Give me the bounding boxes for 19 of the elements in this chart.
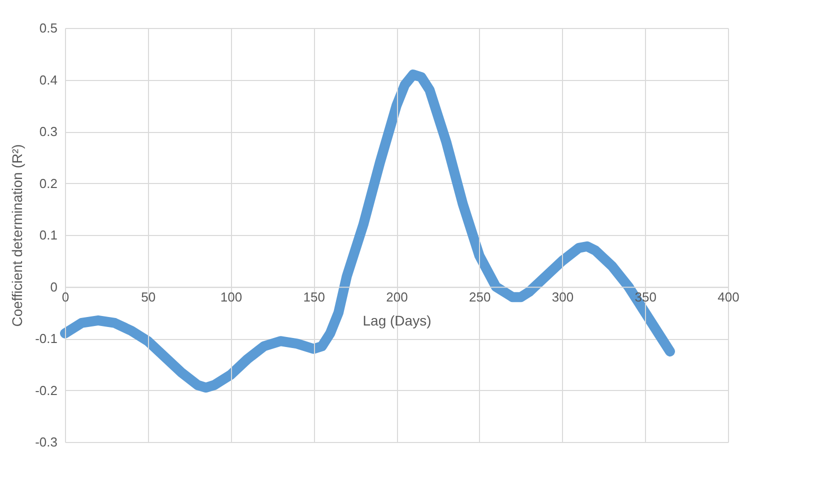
y-tick-label: 0.3 bbox=[39, 124, 58, 139]
y-tick-label: 0.5 bbox=[39, 20, 58, 36]
y-axis-title: Coefficient determination (R²) bbox=[9, 144, 26, 327]
y-tick-label: -0.3 bbox=[35, 434, 58, 450]
x-tick-label: 200 bbox=[386, 289, 408, 304]
x-tick-label: 100 bbox=[220, 289, 242, 304]
x-tick-label: 50 bbox=[141, 289, 156, 304]
y-tick-label: -0.2 bbox=[35, 382, 58, 398]
y-tick-label: 0.4 bbox=[39, 72, 58, 88]
x-tick-label: 0 bbox=[62, 289, 70, 304]
y-tick-label: 0.2 bbox=[39, 176, 58, 191]
y-tick-label: -0.1 bbox=[35, 331, 58, 346]
x-tick-label: 300 bbox=[552, 289, 574, 304]
x-axis-title: Lag (Days) bbox=[362, 312, 432, 328]
x-tick-label: 250 bbox=[469, 289, 491, 304]
y-tick-label: 0.1 bbox=[39, 228, 58, 242]
x-tick-label: 400 bbox=[718, 289, 740, 304]
y-tick-label: 0 bbox=[50, 279, 58, 294]
x-tick-label: 150 bbox=[303, 289, 325, 304]
